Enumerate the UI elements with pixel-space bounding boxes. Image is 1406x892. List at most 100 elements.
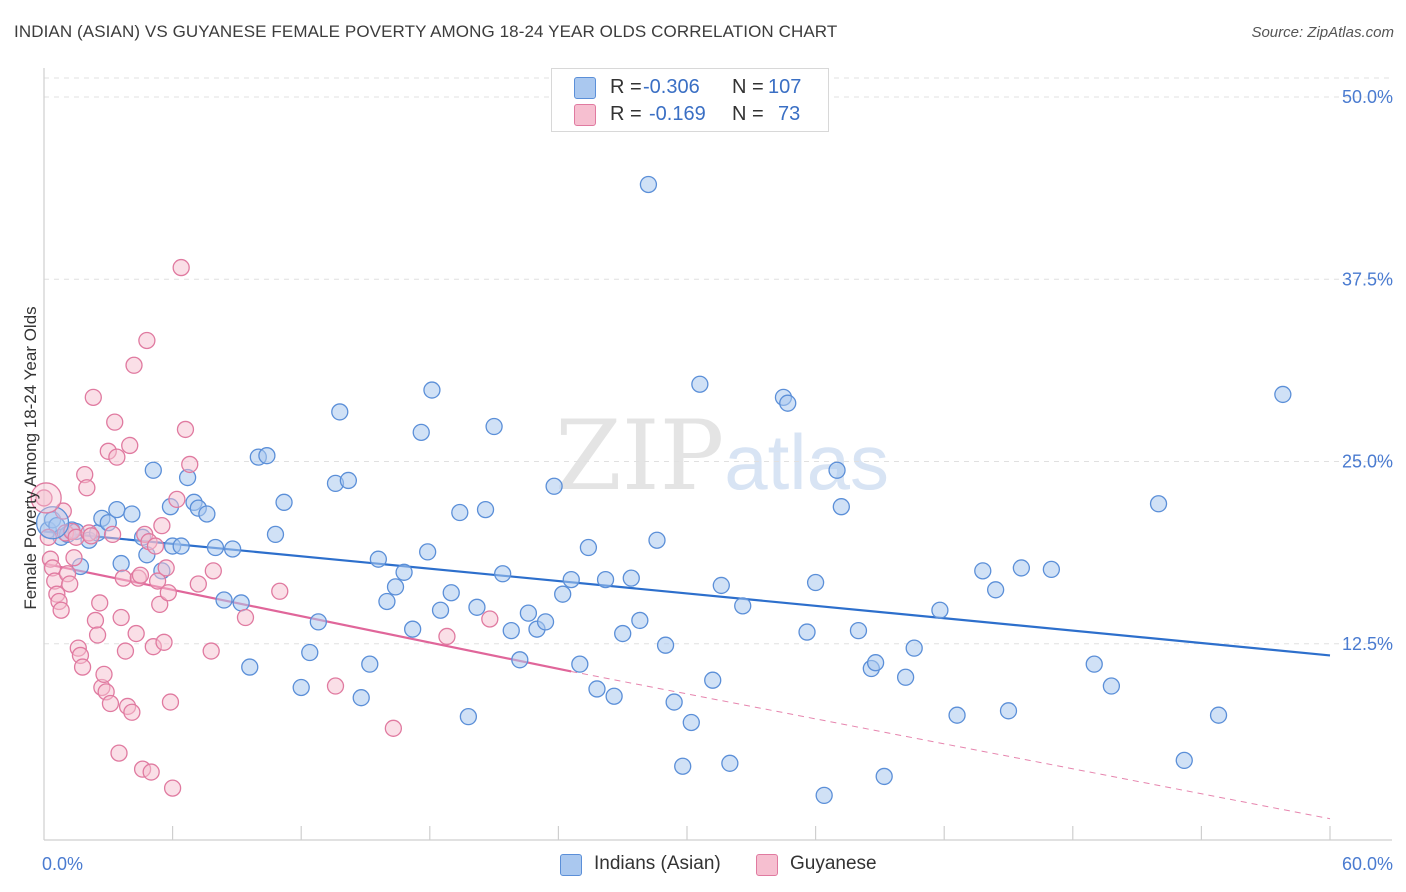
guyanese-point [106,413,124,431]
guyanese-point [116,642,135,660]
watermark-zip: ZIP [555,400,725,512]
stats-r-value: -0.169 [649,103,706,125]
indians-point [721,754,739,772]
indians-point [144,461,162,479]
legend-label-guyanese: Guyanese [790,853,877,874]
labels-layer: 12.5% 25.0% 37.5% 50.0% 0.0% 60.0% Female Pove… [21,87,1393,874]
indians-point [123,505,141,523]
indians-point [369,550,388,568]
guyanese-point [125,356,143,374]
indians-point [1209,706,1228,724]
guyanese-point [123,703,141,721]
indians-point [734,597,752,615]
indians-point [665,693,683,711]
indians-point [172,537,190,555]
guyanese-point [30,482,62,514]
indians-point [704,671,722,689]
guyanese-point [384,719,403,737]
y-tick-label: 37.5% [1342,269,1393,289]
indians-point [798,623,816,641]
indians-point [712,576,730,595]
indians-point [502,621,520,640]
guyanese-point [82,527,100,545]
indians-point [1042,560,1061,579]
indians-point [1012,559,1031,577]
indians-point [232,594,250,612]
indians-point [622,569,640,587]
stats-n-label: N = [732,76,764,98]
y-tick-label: 50.0% [1342,87,1393,107]
guyanese-trendline-extension [571,670,1331,820]
stats-n-value: 107 [768,76,802,98]
stats-box: R = -0.306 N = 107 R = -0.169 N = 73 [551,68,829,132]
indians-point [292,678,310,697]
legend-swatch-blue [560,854,582,876]
indians-point [691,375,709,393]
indians-point [656,636,675,654]
x-tick-label: 0.0% [42,854,83,874]
indians-point [423,381,441,399]
indians-point [832,498,850,516]
indians-point [828,461,846,479]
guyanese-point [114,569,132,587]
legend-label-indians: Indians (Asian) [594,853,721,874]
indians-point [511,651,529,669]
guyanese-point [73,658,92,676]
indians-point [451,503,469,522]
indians-point [1102,677,1121,695]
indians-point [331,403,349,421]
indians-point [682,713,700,732]
indians-point [579,538,598,557]
indians-point [875,767,893,786]
indians-point [999,702,1018,720]
indians-point [108,500,126,519]
guyanese-point [236,608,255,627]
guyanese-point [91,594,109,612]
guyanese-point [112,608,130,627]
indians-point [562,570,580,589]
indians-point [614,624,632,643]
points-layer [30,175,1292,805]
indians-point [605,687,623,705]
indians-point [301,643,319,662]
guyanese-point [108,448,126,466]
indians-point [974,562,992,580]
indians-point [519,604,538,622]
guyanese-point [176,420,195,439]
guyanese-point [157,559,175,577]
indians-point [223,540,242,558]
guyanese-point [159,584,177,602]
indians-point [779,394,797,412]
indians-point [588,680,606,698]
indians-point [596,570,615,589]
guyanese-point [326,677,345,695]
guyanese-point [438,627,456,646]
guyanese-point [52,601,70,619]
indians-point [258,447,276,465]
guyanese-point [39,528,57,546]
chart-title: INDIAN (ASIAN) VS GUYANESE FEMALE POVERT… [14,22,838,41]
guyanese-point [88,626,107,644]
stats-r-value: -0.306 [643,76,700,98]
indians-point [404,620,422,638]
watermark: ZIPatlas [555,400,889,512]
indians-point [309,613,327,631]
guyanese-point [151,595,169,614]
indians-point [378,592,396,611]
indians-point [494,565,512,583]
indians-point [361,655,379,673]
y-tick-label: 12.5% [1342,634,1393,654]
guyanese-point [127,624,145,643]
axes-layer [43,68,1392,841]
guyanese-point [155,633,173,651]
indians-point [849,621,868,640]
stats-swatch-blue [574,77,596,99]
guyanese-point [142,763,160,781]
stats-r-label: R = [610,76,642,98]
guyanese-point [78,479,96,497]
indians-point [386,578,405,596]
stats-swatch-pink [574,104,596,126]
indians-point [674,757,692,775]
legend-swatch-pink [756,854,778,876]
